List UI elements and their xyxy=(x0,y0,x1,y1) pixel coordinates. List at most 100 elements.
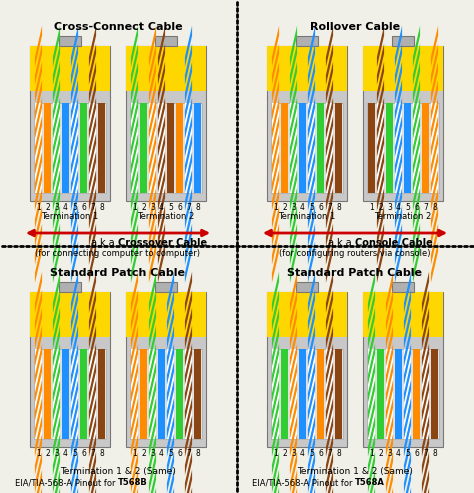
Polygon shape xyxy=(149,224,156,265)
Polygon shape xyxy=(131,115,138,157)
Bar xyxy=(317,349,324,439)
Polygon shape xyxy=(185,43,192,85)
Polygon shape xyxy=(185,380,192,421)
Text: Termination 1: Termination 1 xyxy=(41,212,99,221)
Polygon shape xyxy=(89,115,96,157)
Bar xyxy=(296,282,318,292)
Bar xyxy=(89,349,96,439)
Polygon shape xyxy=(35,188,42,229)
Polygon shape xyxy=(308,416,315,457)
Text: 3: 3 xyxy=(291,203,296,212)
Polygon shape xyxy=(53,308,60,349)
Polygon shape xyxy=(422,416,429,457)
Text: 4: 4 xyxy=(63,449,68,458)
Bar xyxy=(89,103,96,193)
Polygon shape xyxy=(368,289,375,331)
Polygon shape xyxy=(422,434,429,475)
Polygon shape xyxy=(131,43,138,85)
Polygon shape xyxy=(35,325,42,367)
Polygon shape xyxy=(167,325,174,367)
Polygon shape xyxy=(386,380,393,421)
Polygon shape xyxy=(377,134,384,175)
Polygon shape xyxy=(368,397,375,439)
Polygon shape xyxy=(149,79,156,121)
Text: 8: 8 xyxy=(432,203,437,212)
Polygon shape xyxy=(431,170,438,211)
Polygon shape xyxy=(431,242,438,283)
Polygon shape xyxy=(71,79,78,121)
Bar xyxy=(167,103,174,193)
Polygon shape xyxy=(167,308,174,349)
Polygon shape xyxy=(185,272,192,313)
Polygon shape xyxy=(290,380,297,421)
Text: EIA/TIA-568-A Pinout for: EIA/TIA-568-A Pinout for xyxy=(252,478,355,487)
Polygon shape xyxy=(35,79,42,121)
Text: Crossover Cable: Crossover Cable xyxy=(118,238,207,248)
Polygon shape xyxy=(167,272,174,313)
Text: 8: 8 xyxy=(432,449,437,458)
Polygon shape xyxy=(89,361,96,403)
Bar xyxy=(431,349,438,439)
Bar xyxy=(149,349,156,439)
Text: 2: 2 xyxy=(141,203,146,212)
Text: 2: 2 xyxy=(378,203,383,212)
Polygon shape xyxy=(308,188,315,229)
Text: 7: 7 xyxy=(327,449,332,458)
Text: 2: 2 xyxy=(45,203,50,212)
Polygon shape xyxy=(308,206,315,247)
Polygon shape xyxy=(368,470,375,493)
Polygon shape xyxy=(272,452,279,493)
Polygon shape xyxy=(290,170,297,211)
Polygon shape xyxy=(71,170,78,211)
Polygon shape xyxy=(422,361,429,403)
Text: 6: 6 xyxy=(177,449,182,458)
Bar xyxy=(272,103,279,193)
Polygon shape xyxy=(35,152,42,193)
Bar xyxy=(392,36,414,46)
Bar xyxy=(176,103,183,193)
Bar xyxy=(158,103,165,193)
Polygon shape xyxy=(149,206,156,247)
Polygon shape xyxy=(71,188,78,229)
Bar xyxy=(363,292,443,337)
Text: (for configuring routers via console): (for configuring routers via console) xyxy=(279,249,431,258)
Polygon shape xyxy=(35,289,42,331)
Polygon shape xyxy=(308,115,315,157)
Polygon shape xyxy=(413,170,420,211)
Text: 5: 5 xyxy=(168,203,173,212)
Polygon shape xyxy=(404,361,411,403)
Polygon shape xyxy=(431,206,438,247)
Bar xyxy=(155,282,177,292)
Bar xyxy=(386,103,393,193)
Polygon shape xyxy=(35,43,42,85)
Text: 2: 2 xyxy=(45,449,50,458)
Polygon shape xyxy=(395,115,402,157)
Polygon shape xyxy=(290,289,297,331)
Polygon shape xyxy=(35,380,42,421)
Polygon shape xyxy=(53,344,60,385)
Polygon shape xyxy=(89,434,96,475)
Polygon shape xyxy=(53,289,60,331)
Bar xyxy=(363,46,443,91)
Polygon shape xyxy=(53,242,60,283)
Polygon shape xyxy=(149,188,156,229)
Text: 7: 7 xyxy=(423,449,428,458)
Text: 5: 5 xyxy=(72,449,77,458)
Polygon shape xyxy=(167,434,174,475)
Bar xyxy=(317,103,324,193)
Polygon shape xyxy=(326,242,333,283)
Polygon shape xyxy=(431,62,438,103)
Polygon shape xyxy=(404,470,411,493)
Polygon shape xyxy=(89,242,96,283)
Polygon shape xyxy=(53,325,60,367)
Polygon shape xyxy=(308,452,315,493)
Polygon shape xyxy=(326,79,333,121)
Polygon shape xyxy=(413,224,420,265)
Polygon shape xyxy=(377,79,384,121)
Polygon shape xyxy=(272,152,279,193)
Bar xyxy=(155,36,177,46)
Polygon shape xyxy=(290,325,297,367)
Polygon shape xyxy=(35,134,42,175)
Polygon shape xyxy=(185,62,192,103)
Bar xyxy=(363,292,443,447)
